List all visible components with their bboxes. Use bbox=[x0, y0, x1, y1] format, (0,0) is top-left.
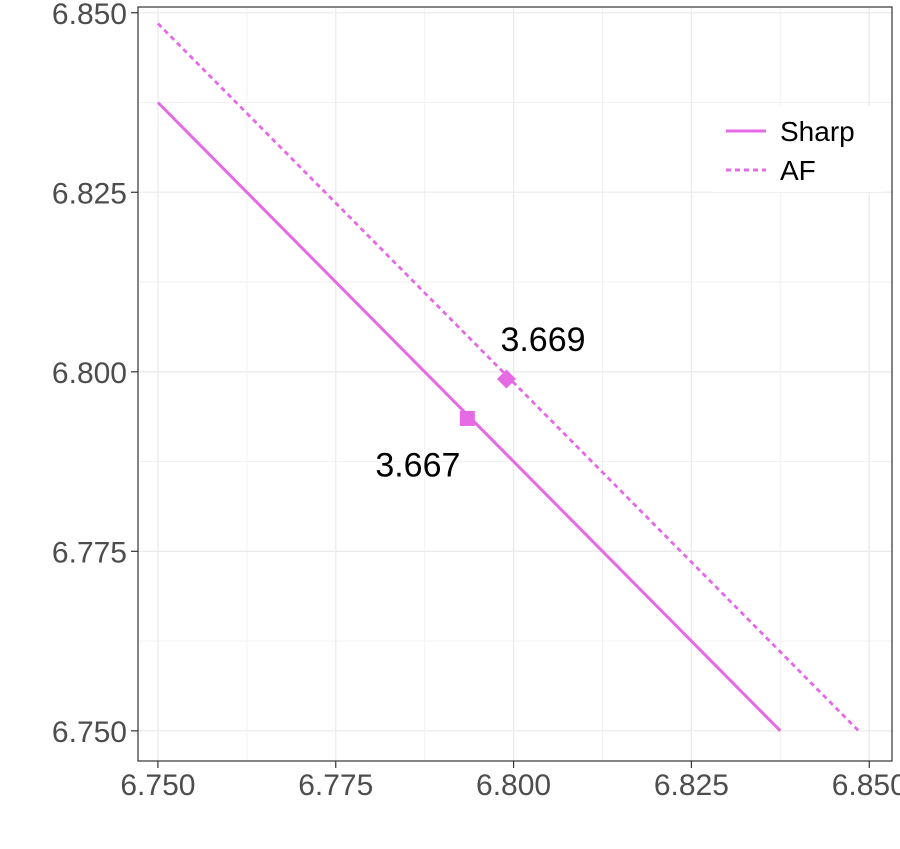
legend-background bbox=[712, 106, 882, 192]
x-tick-label: 6.800 bbox=[476, 769, 551, 802]
legend-label-sharp: Sharp bbox=[780, 116, 855, 147]
panel-border bbox=[137, 6, 893, 762]
annotation-sharp: 3.667 bbox=[375, 446, 460, 484]
legend: Sharp AF bbox=[712, 106, 882, 192]
y-tick-label: 6.775 bbox=[52, 536, 127, 569]
x-tick-label: 6.825 bbox=[654, 769, 729, 802]
x-tick-label: 6.850 bbox=[832, 769, 900, 802]
y-tick-label: 6.750 bbox=[52, 716, 127, 749]
x-tick-label: 6.750 bbox=[120, 769, 195, 802]
series-layer: 3.667 3.669 bbox=[156, 22, 860, 732]
y-tick-label: 6.850 bbox=[52, 0, 127, 31]
annotation-af: 3.669 bbox=[500, 321, 585, 359]
axes: 6.750 6.775 6.800 6.825 6.850 6.750 6.775 6.800… bbox=[52, 0, 900, 802]
x-tick-label: 6.775 bbox=[298, 769, 373, 802]
marker-sharp bbox=[459, 410, 475, 426]
y-tick-label: 6.825 bbox=[52, 177, 127, 210]
marker-af bbox=[496, 369, 516, 389]
legend-label-af: AF bbox=[780, 155, 816, 186]
y-tick-label: 6.800 bbox=[52, 357, 127, 390]
